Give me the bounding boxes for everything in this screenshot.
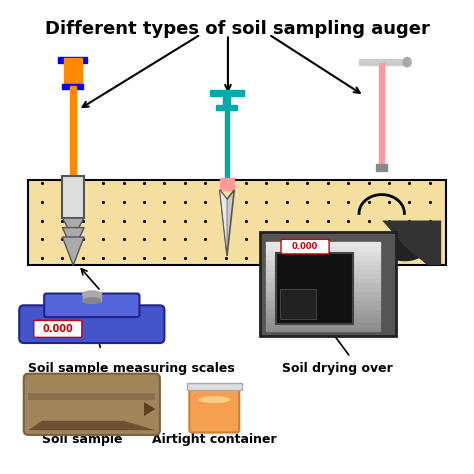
Text: Soil sample measuring scales: Soil sample measuring scales: [28, 362, 235, 375]
Polygon shape: [62, 228, 84, 251]
Bar: [266, 283, 380, 287]
Bar: [379, 63, 384, 166]
Bar: [266, 305, 380, 309]
Text: Airtight container: Airtight container: [152, 433, 277, 446]
Ellipse shape: [83, 291, 101, 298]
Bar: [266, 296, 380, 300]
Bar: [266, 278, 380, 282]
FancyBboxPatch shape: [34, 320, 82, 337]
Polygon shape: [28, 392, 155, 400]
FancyBboxPatch shape: [19, 305, 164, 343]
Bar: [216, 105, 237, 110]
Polygon shape: [220, 190, 227, 256]
Polygon shape: [62, 218, 84, 237]
Ellipse shape: [382, 232, 428, 261]
FancyBboxPatch shape: [44, 293, 139, 317]
Bar: [266, 242, 380, 246]
Polygon shape: [62, 237, 84, 265]
Ellipse shape: [403, 57, 411, 67]
Bar: [266, 264, 380, 269]
Ellipse shape: [199, 396, 230, 403]
Bar: [280, 289, 317, 319]
Bar: [266, 292, 380, 295]
Polygon shape: [28, 421, 155, 430]
FancyBboxPatch shape: [189, 385, 239, 433]
Bar: [62, 84, 83, 89]
Text: 0.000: 0.000: [292, 242, 318, 251]
Bar: [220, 178, 234, 190]
Bar: [64, 58, 82, 86]
Bar: [266, 246, 380, 251]
FancyBboxPatch shape: [260, 232, 396, 336]
Bar: [376, 164, 387, 171]
Bar: [266, 327, 380, 331]
Bar: [71, 86, 76, 181]
Bar: [266, 318, 380, 322]
Bar: [187, 383, 242, 390]
Text: 0.000: 0.000: [42, 324, 73, 334]
Bar: [266, 273, 380, 278]
Bar: [266, 251, 380, 255]
Polygon shape: [382, 220, 441, 265]
Bar: [275, 254, 353, 324]
Bar: [266, 287, 380, 291]
FancyBboxPatch shape: [281, 239, 329, 254]
Text: Soil drying over: Soil drying over: [283, 362, 393, 375]
Bar: [266, 314, 380, 318]
FancyBboxPatch shape: [62, 176, 84, 218]
Polygon shape: [144, 402, 155, 416]
Text: Soil sample: Soil sample: [43, 433, 123, 446]
FancyBboxPatch shape: [24, 374, 160, 435]
Bar: [266, 260, 380, 264]
Bar: [225, 105, 229, 181]
Bar: [58, 57, 87, 63]
Bar: [223, 93, 230, 108]
Bar: [266, 309, 380, 313]
Bar: [266, 255, 380, 260]
FancyBboxPatch shape: [28, 181, 446, 265]
FancyBboxPatch shape: [266, 246, 380, 331]
Bar: [359, 59, 405, 65]
Ellipse shape: [83, 298, 101, 303]
Text: Different types of soil sampling auger: Different types of soil sampling auger: [45, 20, 429, 38]
Bar: [83, 292, 101, 301]
Bar: [266, 269, 380, 273]
Bar: [266, 300, 380, 304]
Text: soil: soil: [110, 296, 136, 311]
Polygon shape: [220, 190, 234, 256]
Bar: [266, 322, 380, 327]
Bar: [210, 90, 244, 96]
